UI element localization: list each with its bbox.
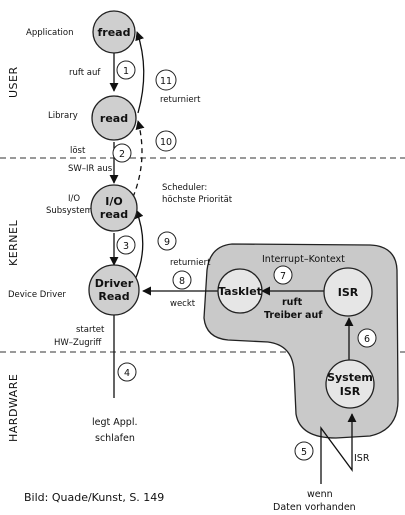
- label-treiber-auf: Treiber auf: [264, 310, 323, 321]
- layer-user-label: USER: [7, 66, 20, 98]
- node-io-read-line2: read: [100, 208, 128, 221]
- label-ruft: ruft: [282, 297, 303, 308]
- label-scheduler: Scheduler:: [162, 183, 207, 193]
- step-5: 5: [294, 441, 314, 461]
- label-device-driver: Device Driver: [8, 290, 66, 300]
- node-tasklet-label: Tasklet: [218, 285, 262, 298]
- figure-caption: Bild: Quade/Kunst, S. 149: [24, 491, 164, 504]
- node-system-isr: System ISR: [325, 359, 375, 409]
- label-returniert-mid: returniert: [170, 258, 211, 268]
- label-application: Application: [26, 28, 74, 38]
- label-library: Library: [48, 111, 78, 121]
- svg-text:8: 8: [179, 276, 185, 287]
- label-sw-ir-aus: SW–IR aus: [68, 164, 113, 174]
- node-isr-label: ISR: [338, 286, 359, 299]
- svg-text:3: 3: [123, 241, 129, 252]
- node-io-read: I/O read: [90, 184, 138, 232]
- svg-text:5: 5: [301, 447, 307, 458]
- node-system-isr-line1: System: [327, 371, 373, 384]
- step-3: 3: [116, 235, 136, 255]
- step-10: 10: [155, 130, 177, 152]
- node-tasklet: Tasklet: [217, 268, 263, 314]
- svg-text:1: 1: [123, 66, 129, 77]
- label-io: I/O: [68, 194, 80, 204]
- label-hw-zugriff: HW–Zugriff: [54, 338, 103, 348]
- svg-text:10: 10: [160, 137, 172, 148]
- label-weckt: weckt: [170, 299, 196, 309]
- svg-text:9: 9: [164, 237, 170, 248]
- node-driver-line1: Driver: [95, 277, 134, 290]
- node-fread: fread: [92, 10, 136, 54]
- label-startet: startet: [76, 325, 105, 335]
- arrow-hardware-interrupt: [320, 413, 357, 484]
- step-8: 8: [172, 270, 192, 290]
- step-4: 4: [117, 362, 137, 382]
- step-7: 7: [273, 265, 293, 285]
- interrupt-context-title: Interrupt–Kontext: [262, 254, 345, 265]
- node-read: read: [91, 95, 137, 141]
- label-legt-appl: legt Appl.: [92, 417, 137, 428]
- label-wenn: wenn: [307, 489, 333, 500]
- step-6: 6: [357, 328, 377, 348]
- node-system-isr-line2: ISR: [340, 385, 361, 398]
- node-io-read-line1: I/O: [105, 195, 122, 208]
- svg-text:2: 2: [119, 149, 125, 160]
- node-fread-label: fread: [98, 26, 131, 39]
- label-schlafen: schlafen: [95, 433, 135, 444]
- label-returniert-top: returniert: [160, 95, 201, 105]
- step-1: 1: [116, 60, 136, 80]
- node-driver-line2: Read: [98, 290, 129, 303]
- label-daten-vorhanden: Daten vorhanden: [273, 502, 356, 513]
- label-isr-signal: ISR: [354, 453, 370, 464]
- step-11: 11: [155, 69, 177, 91]
- layer-kernel-label: KERNEL: [7, 220, 20, 266]
- svg-text:7: 7: [280, 271, 286, 282]
- arrow-return-to-read-dashed: [132, 120, 145, 198]
- label-subsystem: Subsystem: [46, 206, 93, 216]
- node-isr: ISR: [323, 267, 373, 317]
- label-loest: löst: [70, 146, 86, 156]
- arrow-return-to-fread: [135, 31, 145, 114]
- node-driver-read: Driver Read: [88, 264, 140, 316]
- layer-hardware-label: HARDWARE: [7, 374, 20, 442]
- svg-text:11: 11: [160, 76, 172, 87]
- svg-text:4: 4: [124, 368, 130, 379]
- label-ruft-auf: ruft auf: [69, 68, 101, 78]
- step-9: 9: [157, 231, 177, 251]
- svg-text:6: 6: [364, 334, 370, 345]
- label-hoechste-prioritaet: höchste Priorität: [162, 195, 233, 205]
- step-2: 2: [112, 143, 132, 163]
- arrow-return-to-io: [134, 209, 144, 281]
- node-read-label: read: [100, 112, 128, 125]
